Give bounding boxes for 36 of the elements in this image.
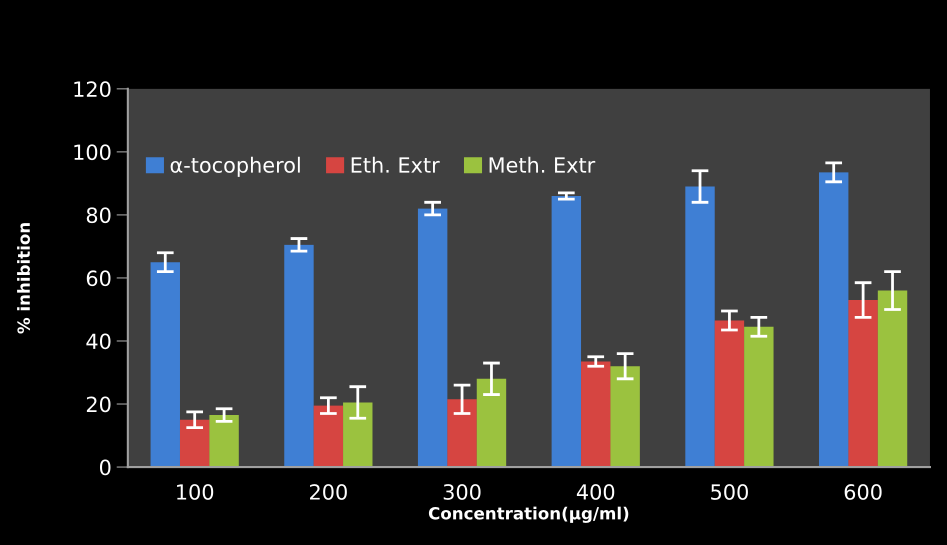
bar — [150, 262, 180, 468]
y-tick-label: 120 — [74, 81, 110, 98]
bar — [476, 378, 506, 468]
x-axis-title: Concentration(µg/ml) — [428, 506, 628, 523]
bar — [581, 361, 610, 468]
bar — [180, 420, 210, 468]
y-tick-label: 100 — [74, 144, 110, 160]
y-tick-label: 20 — [86, 396, 110, 412]
bar — [284, 244, 314, 468]
bar — [714, 320, 744, 468]
legend-label: α-tocopherol — [170, 156, 300, 177]
bar — [818, 172, 848, 468]
bar — [878, 290, 908, 468]
x-tick-label: 300 — [444, 484, 481, 500]
legend-label: Meth. Extr — [490, 156, 596, 173]
y-tick-label: 80 — [86, 207, 110, 224]
bar — [209, 415, 239, 468]
bar — [447, 399, 477, 468]
x-tick-label: 200 — [310, 484, 347, 500]
y-axis-title: % inhibition — [17, 223, 30, 334]
bar — [418, 208, 448, 468]
x-tick-label: 600 — [844, 484, 882, 500]
x-tick-label: 400 — [576, 484, 614, 500]
bar — [314, 406, 344, 468]
y-tick-label: 60 — [86, 270, 110, 286]
bar — [744, 326, 774, 468]
x-tick-label: 100 — [177, 484, 214, 500]
x-tick-label: 500 — [711, 484, 748, 500]
bar — [685, 186, 715, 468]
bar — [343, 402, 372, 468]
legend-label: Eth. Extr — [352, 156, 440, 173]
y-tick-label: 40 — [86, 333, 110, 350]
bar — [610, 366, 640, 468]
bar — [848, 300, 878, 468]
bar — [552, 196, 582, 468]
y-tick-label: 0 — [100, 460, 110, 476]
